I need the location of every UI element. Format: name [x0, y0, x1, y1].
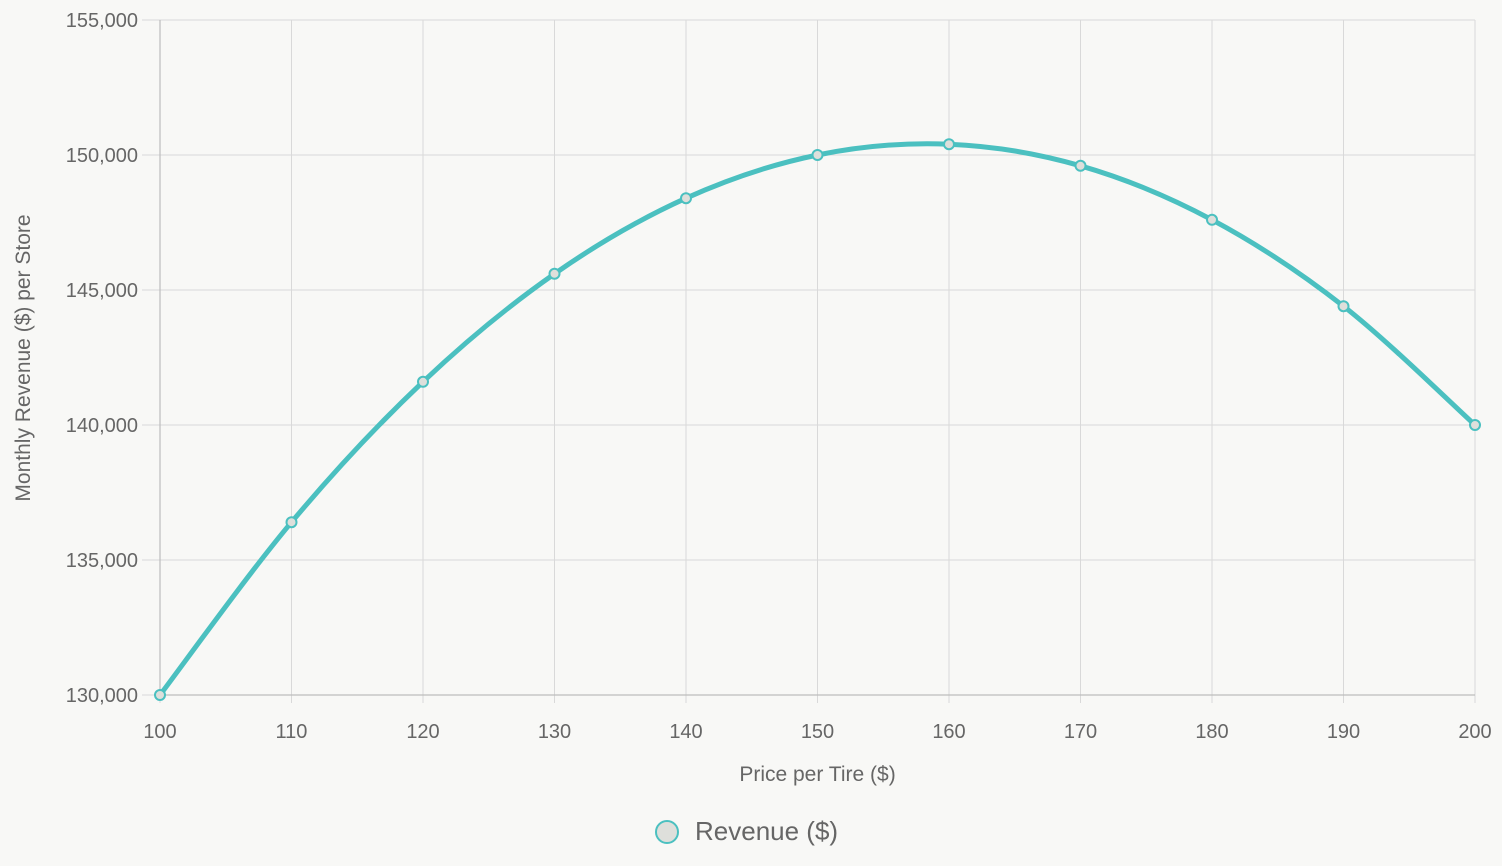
data-point	[417, 375, 429, 388]
x-tick-label: 180	[1195, 721, 1228, 743]
y-tick-labels: 130,000 135,000 140,000 145,000 150,000 155,0…	[66, 10, 138, 707]
data-point	[680, 192, 692, 205]
y-tick-label: 155,000	[66, 10, 138, 32]
data-point	[1074, 159, 1087, 172]
x-tick-label: 110	[276, 721, 308, 743]
x-tick-label: 100	[143, 721, 176, 743]
x-axis-title: Price per Tire ($)	[739, 763, 895, 786]
legend-label-revenue: Revenue ($)	[695, 816, 838, 846]
x-tick-label: 150	[801, 721, 834, 743]
data-point	[285, 516, 298, 529]
x-tick-label: 120	[406, 721, 439, 743]
x-tick-label: 190	[1327, 721, 1360, 743]
x-tick-label: 170	[1064, 721, 1097, 743]
x-tick-labels: 100 110 120 130 140 150 160 170 180 190 200	[143, 721, 1491, 743]
y-tick-label: 135,000	[66, 550, 138, 572]
legend-swatch-revenue	[655, 820, 679, 844]
x-tick-label: 160	[932, 721, 965, 743]
data-point	[1206, 213, 1218, 226]
data-point	[1337, 300, 1350, 313]
y-tick-label: 145,000	[66, 280, 138, 302]
legend[interactable]: Revenue ($)	[655, 816, 838, 846]
series-layer	[154, 138, 1481, 701]
x-tick-label: 200	[1458, 721, 1491, 743]
y-tick-label: 130,000	[66, 685, 138, 707]
y-tick-label: 150,000	[66, 145, 138, 167]
data-point	[943, 138, 955, 151]
y-tick-label: 140,000	[66, 415, 138, 437]
x-tick-label: 130	[538, 721, 571, 743]
series-line-revenue	[157, 141, 1478, 698]
data-point	[154, 689, 166, 701]
data-point	[1469, 419, 1481, 431]
data-point	[548, 267, 561, 280]
grid	[142, 19, 1476, 703]
data-point	[811, 149, 824, 161]
y-axis-title: Monthly Revenue ($) per Store	[12, 214, 35, 501]
x-tick-label: 140	[669, 721, 702, 743]
axes	[159, 20, 1475, 696]
